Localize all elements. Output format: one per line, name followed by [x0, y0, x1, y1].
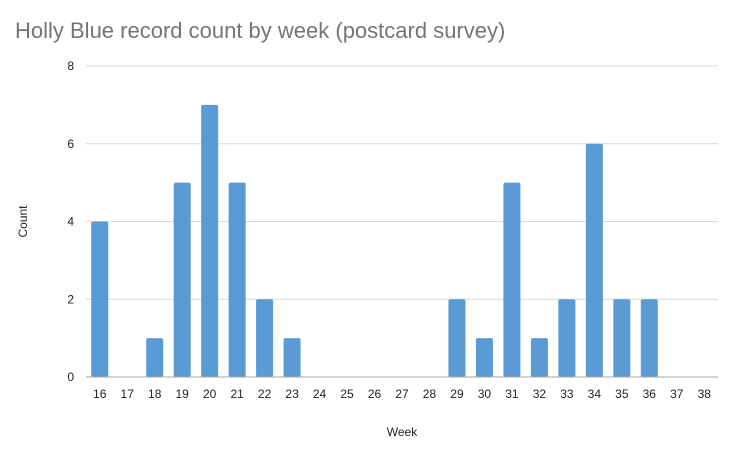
x-tick-label: 28 [423, 387, 437, 401]
x-tick-label: 35 [615, 387, 629, 401]
x-tick-label: 19 [175, 387, 189, 401]
x-tick-label: 36 [643, 387, 657, 401]
y-tick-label: 8 [67, 59, 74, 73]
x-tick-label: 18 [148, 387, 162, 401]
x-tick-label: 31 [505, 387, 519, 401]
x-axis-label: Week [387, 425, 418, 439]
bar-week-34 [585, 143, 603, 377]
x-tick-label: 21 [230, 387, 244, 401]
bar-week-29 [448, 299, 466, 377]
x-tick-label: 37 [670, 387, 684, 401]
x-tick-label: 22 [258, 387, 272, 401]
x-tick-label: 26 [368, 387, 382, 401]
x-tick-label: 17 [121, 387, 135, 401]
x-tick-label: 27 [395, 387, 409, 401]
gridlines [86, 65, 718, 300]
bar-week-21 [228, 182, 246, 377]
bar-week-32 [530, 338, 548, 377]
y-axis-label: Count [16, 205, 30, 238]
y-tick-label: 4 [67, 215, 74, 229]
x-tick-label: 25 [340, 387, 354, 401]
y-tick-label: 0 [67, 370, 74, 384]
y-tick-label: 2 [67, 292, 74, 306]
x-tick-label: 20 [203, 387, 217, 401]
x-tick-label: 38 [698, 387, 712, 401]
x-tick-label: 24 [313, 387, 327, 401]
bar-week-36 [640, 299, 658, 377]
y-tick-label: 6 [67, 137, 74, 151]
x-tick-label: 29 [450, 387, 464, 401]
x-tick-label: 32 [533, 387, 547, 401]
bar-week-31 [503, 182, 521, 377]
bar-week-20 [201, 104, 219, 377]
x-tick-label: 33 [560, 387, 574, 401]
bar-week-30 [475, 338, 493, 377]
x-tick-label: 23 [285, 387, 299, 401]
bar-week-35 [613, 299, 631, 377]
bar-week-22 [256, 299, 274, 377]
bar-week-33 [558, 299, 576, 377]
x-tick-label: 16 [93, 387, 107, 401]
bar-week-16 [91, 221, 109, 377]
bar-week-18 [146, 338, 164, 377]
bar-week-23 [283, 338, 301, 377]
bar-week-19 [173, 182, 191, 377]
x-tick-label: 30 [478, 387, 492, 401]
bars [91, 104, 658, 377]
x-tick-label: 34 [588, 387, 602, 401]
chart-title: Holly Blue record count by week (postcar… [15, 18, 506, 43]
